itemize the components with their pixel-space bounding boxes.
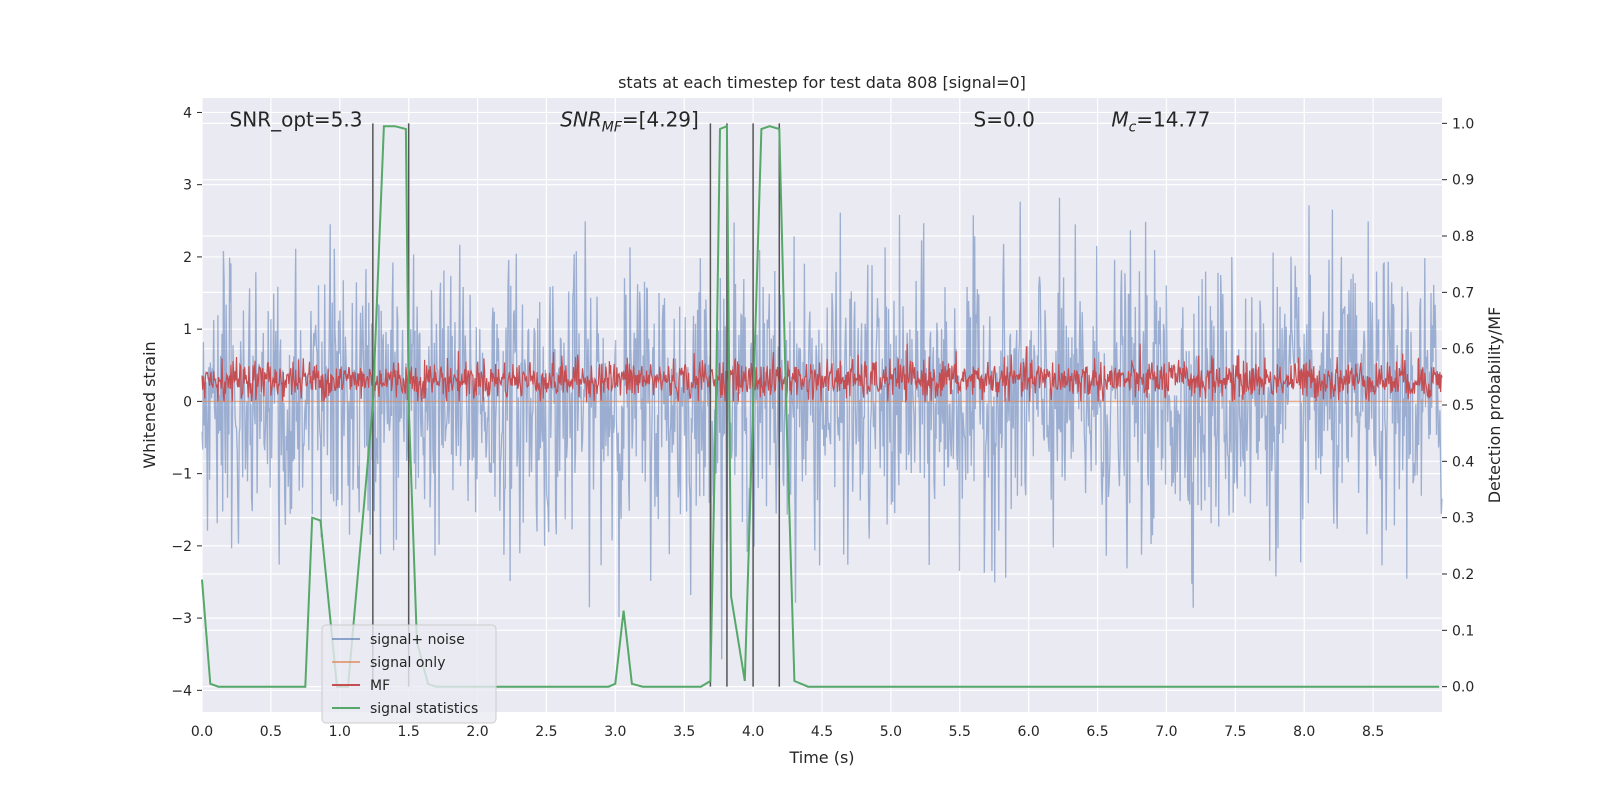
annotation-subscript: MF bbox=[602, 120, 623, 136]
y-tick-label: −3 bbox=[171, 611, 192, 627]
y2-axis-label: Detection probability/MF bbox=[1485, 307, 1504, 504]
y2-tick-label: 0.8 bbox=[1452, 229, 1474, 245]
x-tick-label: 5.5 bbox=[949, 724, 971, 740]
y-tick-label: 2 bbox=[183, 250, 192, 266]
x-tick-label: 4.0 bbox=[742, 724, 764, 740]
annotation-layer: SNR_opt=5.3 SNRMF=[4.29] S=0.0 Mc=14.77 bbox=[230, 108, 1211, 136]
x-tick-label: 5.0 bbox=[880, 724, 902, 740]
y2-tick-label: 0.0 bbox=[1452, 680, 1474, 696]
x-tick-label: 4.5 bbox=[811, 724, 833, 740]
annotation-base: M bbox=[1111, 108, 1128, 132]
y-axis-label: Whitened strain bbox=[140, 341, 159, 468]
annotation-value: =[4.29] bbox=[622, 108, 699, 132]
x-tick-label: 0.5 bbox=[260, 724, 282, 740]
y-tick-label: 3 bbox=[183, 178, 192, 194]
axis-layer: 0.0 0.5 1.0 1.5 2.0 2.5 3.0 3.5 4.0 4.5 5.0 5.5 6.0 6… bbox=[171, 105, 1474, 740]
x-tick-label: 6.0 bbox=[1018, 724, 1040, 740]
x-tick-label: 2.5 bbox=[535, 724, 557, 740]
y-tick-label: 4 bbox=[183, 105, 192, 121]
x-tick-label: 2.0 bbox=[466, 724, 488, 740]
x-axis-label: Time (s) bbox=[788, 748, 854, 767]
x-tick-label: 3.0 bbox=[604, 724, 626, 740]
y2-tick-label: 0.4 bbox=[1452, 454, 1474, 470]
y-tick-label: −1 bbox=[171, 467, 192, 483]
chart-title: stats at each timestep for test data 808… bbox=[618, 73, 1026, 92]
y2-tick-label: 0.9 bbox=[1452, 173, 1474, 189]
y2-tick-label: 0.1 bbox=[1452, 623, 1474, 639]
y2-tick-label: 0.6 bbox=[1452, 342, 1474, 358]
x-tick-label: 1.5 bbox=[398, 724, 420, 740]
annotation-subscript: c bbox=[1129, 120, 1137, 136]
y2-tick-label: 0.7 bbox=[1452, 285, 1474, 301]
y-tick-label: 1 bbox=[183, 322, 192, 338]
x-tick-label: 7.5 bbox=[1224, 724, 1246, 740]
legend-label-mf: MF bbox=[370, 678, 390, 694]
x-tick-label: 8.0 bbox=[1293, 724, 1315, 740]
x-tick-label: 0.0 bbox=[191, 724, 213, 740]
y2-tick-label: 0.3 bbox=[1452, 511, 1474, 527]
legend-label-signal-only: signal only bbox=[370, 655, 445, 671]
legend-box bbox=[321, 624, 497, 724]
annotation-1: SNRMF=[4.29] bbox=[560, 108, 699, 136]
legend-label-signal-noise: signal+ noise bbox=[370, 632, 465, 648]
y2-tick-label: 1.0 bbox=[1452, 116, 1474, 132]
annotation-3: Mc=14.77 bbox=[1111, 108, 1210, 136]
y-tick-label: −2 bbox=[171, 539, 192, 555]
x-tick-label: 6.5 bbox=[1086, 724, 1108, 740]
y-tick-label: −4 bbox=[171, 683, 192, 699]
plot-layer bbox=[201, 123, 1443, 688]
x-tick-label: 1.0 bbox=[329, 724, 351, 740]
y-tick-label: 0 bbox=[183, 394, 192, 410]
annotation-2: S=0.0 bbox=[974, 108, 1035, 132]
x-tick-label: 8.5 bbox=[1362, 724, 1384, 740]
annotation-value: =14.77 bbox=[1136, 108, 1210, 132]
legend: signal+ noise signal only MF signal stat… bbox=[321, 624, 497, 724]
annotation-0: SNR_opt=5.3 bbox=[230, 108, 363, 132]
annotation-base: SNR bbox=[560, 108, 602, 132]
legend-label-signal-statistics: signal statistics bbox=[370, 701, 478, 717]
y2-tick-label: 0.5 bbox=[1452, 398, 1474, 414]
x-tick-label: 7.0 bbox=[1155, 724, 1177, 740]
y2-tick-label: 0.2 bbox=[1452, 567, 1474, 583]
x-tick-label: 3.5 bbox=[673, 724, 695, 740]
